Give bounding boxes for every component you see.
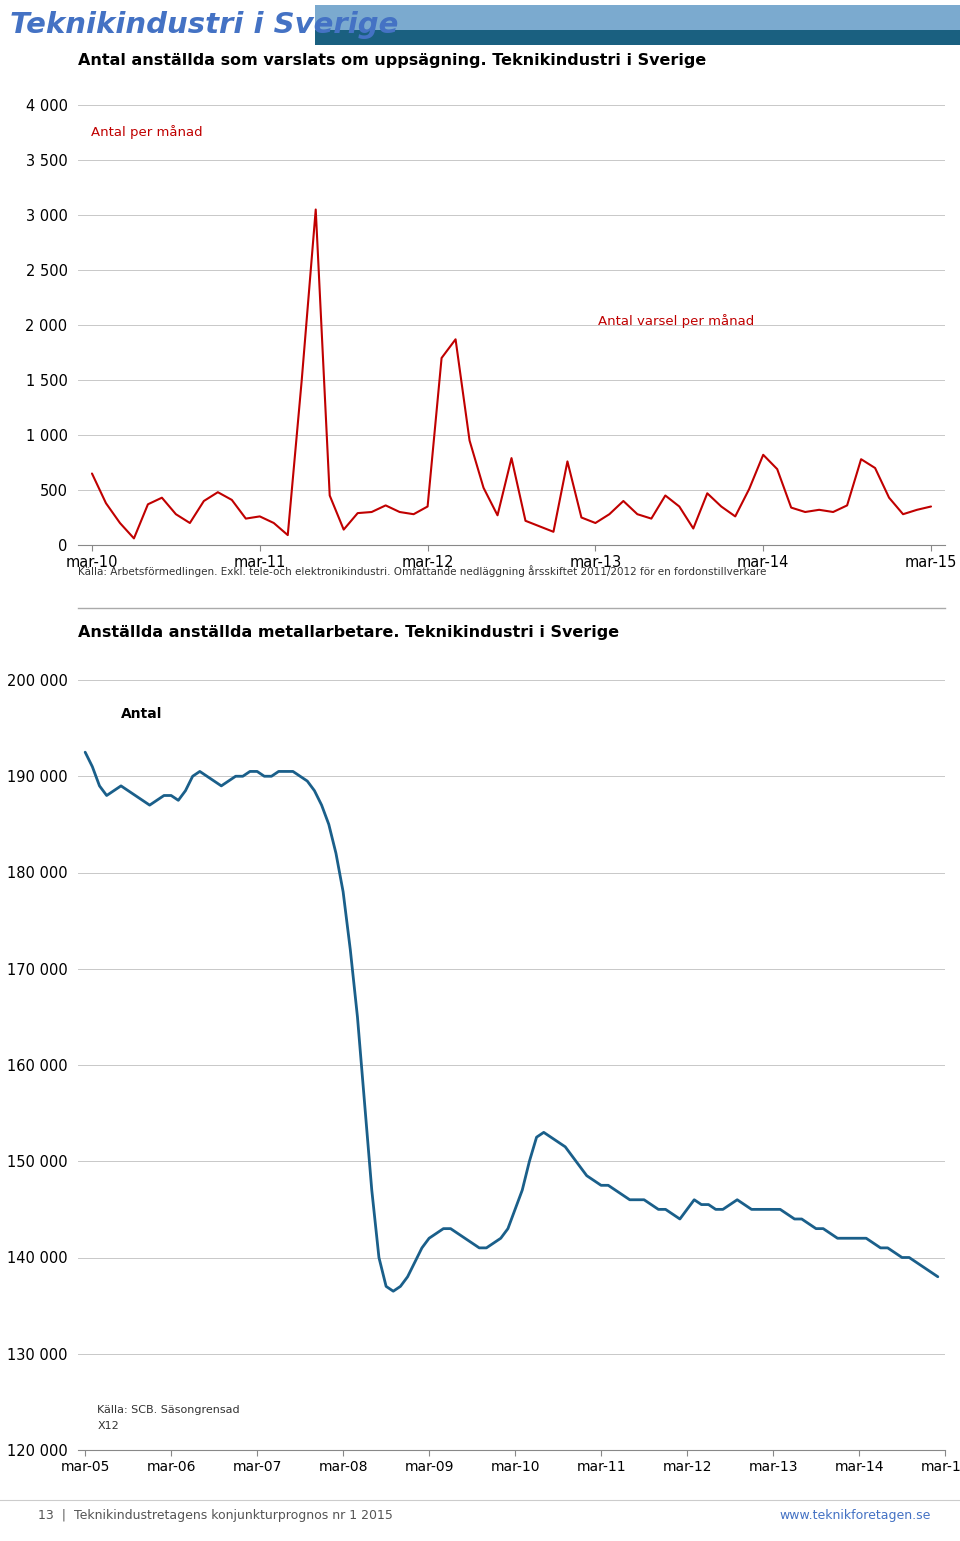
Text: Antal: Antal xyxy=(121,707,163,721)
Text: Källa: SCB. Säsongrensad: Källa: SCB. Säsongrensad xyxy=(97,1405,240,1415)
Bar xyxy=(315,29,960,45)
Bar xyxy=(315,5,960,31)
Text: Antal anställda som varslats om uppsägning. Teknikindustri i Sverige: Antal anställda som varslats om uppsägni… xyxy=(78,52,707,68)
Text: Antal per månad: Antal per månad xyxy=(91,125,203,139)
Text: Antal varsel per månad: Antal varsel per månad xyxy=(598,314,755,328)
Text: Teknikindustri i Sverige: Teknikindustri i Sverige xyxy=(10,11,398,39)
Text: Källa: Arbetsförmedlingen. Exkl. tele-och elektronikindustri. Omfattande nedlägg: Källa: Arbetsförmedlingen. Exkl. tele-oc… xyxy=(78,566,766,576)
Text: www.teknikforetagen.se: www.teknikforetagen.se xyxy=(780,1509,931,1521)
Text: X12: X12 xyxy=(97,1421,119,1432)
Text: 13  |  Teknikindustretagens konjunkturprognos nr 1 2015: 13 | Teknikindustretagens konjunkturprog… xyxy=(38,1509,394,1521)
Text: Anställda anställda metallarbetare. Teknikindustri i Sverige: Anställda anställda metallarbetare. Tekn… xyxy=(78,626,619,640)
